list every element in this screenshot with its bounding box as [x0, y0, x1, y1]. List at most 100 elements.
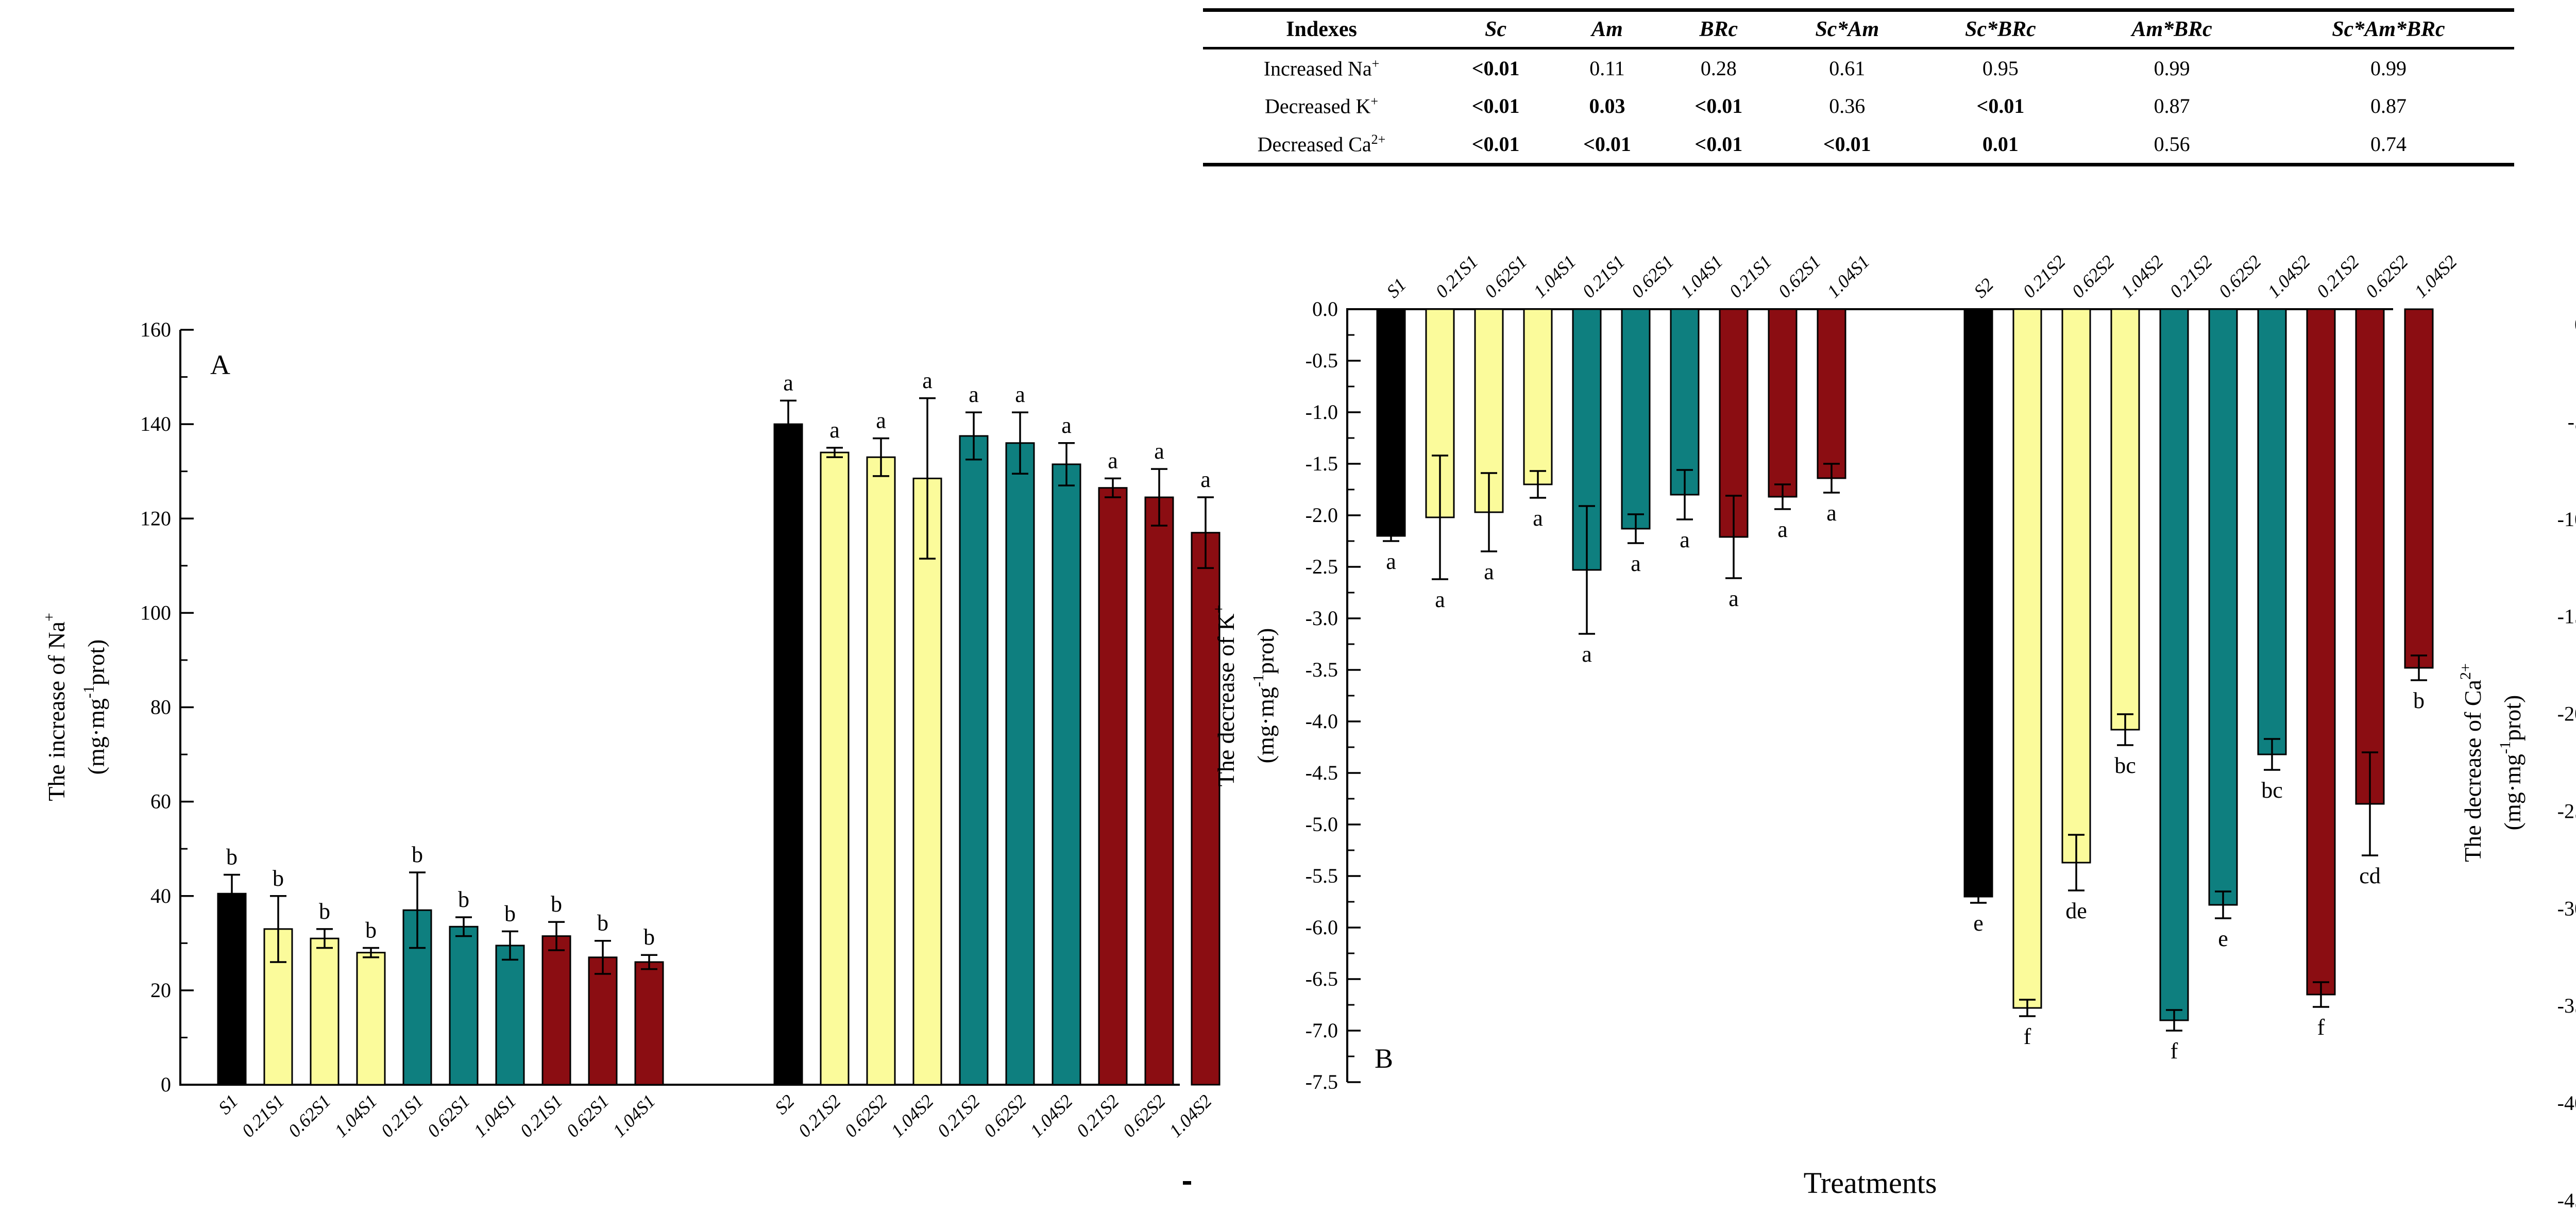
x-category-label: 1.04S1 [608, 1090, 659, 1141]
y-tick-label: -30 [2557, 897, 2576, 920]
chart-b: 0.0 -0.5 -1.0 -1.5 -2.0 -2.5 -3.0 -3.5 -4.0 -4.5 -… [1306, 251, 2461, 1093]
significance-letter: a [1154, 439, 1164, 464]
y-tick-label: 0.0 [1312, 297, 1338, 321]
x-category-label: 0.62S1 [423, 1090, 473, 1141]
superscript: + [1210, 605, 1227, 614]
significance-letter: a [1108, 448, 1118, 473]
x-category-label: 1.04S2 [2263, 251, 2314, 301]
y-tick-label: -0.5 [1306, 349, 1338, 372]
bar-1.04S1 [634, 961, 664, 1086]
y-tick-label: 0 [161, 1073, 171, 1096]
bar-0.21S1 [541, 935, 571, 1086]
bar-0.21S2 [820, 451, 850, 1086]
y-tick-label: -1.0 [1306, 400, 1338, 424]
x-category-label: 0.21S2 [2312, 251, 2363, 301]
row-label-decreased-ca: Decreased Ca2+ [1257, 131, 1386, 156]
superscript: -1 [80, 685, 97, 698]
table-cell: <0.01 [1694, 132, 1743, 156]
superscript: + [1370, 94, 1379, 109]
bar-0.62S2 [2208, 308, 2238, 906]
x-category-label: S1 [1382, 274, 1410, 302]
y-tick-label: -2.5 [1306, 555, 1338, 578]
table-cell: <0.01 [1471, 57, 1520, 80]
table-cell: 0.87 [2154, 94, 2190, 118]
significance-letter: a [1200, 467, 1211, 492]
x-category-label: 0.62S1 [1627, 251, 1677, 301]
x-category-label: 0.21S2 [1072, 1090, 1123, 1141]
table-cell: 0.99 [2370, 57, 2406, 80]
y-tick-label: 0 [2574, 313, 2576, 336]
x-category-label: 0.21S1 [377, 1090, 427, 1141]
significance-letter: b [319, 899, 330, 924]
bar-1.04S2 [1052, 463, 1081, 1086]
significance-letter: a [1386, 549, 1396, 574]
significance-letter: a [876, 408, 886, 433]
table-cell: 0.11 [1589, 57, 1625, 80]
table-header-sc-brc: Sc*BRc [1965, 18, 2036, 41]
y-tick-label: 120 [140, 507, 171, 530]
x-category-label: S2 [1970, 274, 1997, 302]
significance-letter: a [1435, 587, 1445, 612]
significance-letter: a [1631, 551, 1641, 576]
significance-letter: a [1680, 527, 1690, 552]
x-category-label: 0.21S1 [516, 1090, 566, 1141]
y-axis-title: The decrease of Ca2+ [2457, 663, 2486, 862]
significance-letter: de [2065, 898, 2087, 923]
table-cell: 0.61 [1829, 57, 1866, 80]
x-category-label: 1.04S1 [330, 1090, 381, 1141]
anova-table-grid: Indexes Sc Am BRc Sc*Am Sc*BRc Am*BRc Sc… [1203, 8, 2514, 166]
x-axis-title: Treatments [1804, 1166, 1937, 1200]
significance-letter: cd [2359, 863, 2381, 888]
bar-0.62S2 [2061, 308, 2091, 864]
x-category-label: 0.62S2 [2361, 251, 2412, 301]
significance-letter: b [458, 887, 469, 912]
y-tick-label: -40 [2557, 1091, 2576, 1115]
significance-letter: b [412, 842, 423, 867]
table-cell: 0.01 [1982, 132, 2019, 156]
x-category-label: 1.04S1 [1529, 251, 1580, 301]
x-category-label: S2 [771, 1090, 799, 1118]
significance-letter: b [273, 866, 284, 891]
y-tick-label: -20 [2557, 702, 2576, 726]
table-cell: <0.01 [1823, 132, 1871, 156]
y-axis-title-text: prot) [83, 639, 109, 685]
table-header-sc: Sc [1485, 18, 1507, 41]
significance-letter: b [597, 911, 608, 936]
table-cell: <0.01 [1583, 132, 1631, 156]
x-category-label: 0.62S2 [840, 1090, 891, 1141]
table-cell: <0.01 [1471, 132, 1520, 156]
bar-0.62S1 [449, 925, 479, 1086]
x-category-label: 0.21S2 [794, 1090, 844, 1141]
table-header-brc: BRc [1699, 18, 1738, 41]
y-axis-title-text: The decrease of K [1213, 614, 1239, 787]
table-header-row: Indexes Sc Am BRc Sc*Am Sc*BRc Am*BRc Sc… [1203, 10, 2514, 48]
x-category-label: 0.62S1 [284, 1090, 334, 1141]
y-axis-title-text: (mg·mg [83, 698, 109, 775]
y-tick-label: 80 [150, 696, 171, 719]
superscript: + [1371, 56, 1380, 71]
table-row-decreased-ca: Decreased Ca2+ <0.01 <0.01 <0.01 <0.01 0… [1203, 125, 2514, 165]
table-cell: 0.36 [1829, 94, 1866, 118]
y-axis-title: The decrease of K+ [1210, 605, 1239, 787]
superscript: 2+ [2457, 663, 2474, 680]
table-cell: <0.01 [1471, 94, 1520, 118]
superscript: + [41, 613, 58, 621]
x-category-label: 1.04S1 [1823, 251, 1873, 301]
significance-letter: b [504, 901, 516, 926]
y-tick-label: 40 [150, 884, 171, 907]
bar-0.62S1 [588, 956, 618, 1086]
bar-S2 [773, 423, 803, 1086]
table-cell: 0.03 [1589, 94, 1625, 118]
bar-0.21S2 [959, 435, 989, 1086]
x-category-label: 0.62S2 [1118, 1090, 1169, 1141]
x-category-label: 0.62S2 [2214, 251, 2265, 301]
y-axis-title-text: The decrease of Ca [2460, 680, 2486, 862]
row-label-decreased-k: Decreased K+ [1264, 94, 1379, 118]
x-category-label: 1.04S1 [1676, 251, 1726, 301]
chart-a: 160 140 120 100 80 60 40 20 0 b S1 b 0.21S1 b 0.62S1 b 1… [140, 318, 1221, 1141]
bar-1.04S1 [1817, 308, 1846, 479]
y-tick-label: -4.0 [1306, 710, 1338, 733]
significance-letter: a [922, 368, 933, 393]
